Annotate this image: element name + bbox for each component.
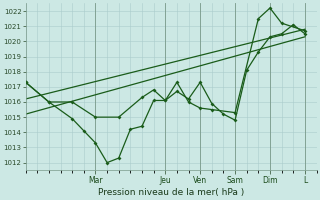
X-axis label: Pression niveau de la mer( hPa ): Pression niveau de la mer( hPa ) [98,188,244,197]
